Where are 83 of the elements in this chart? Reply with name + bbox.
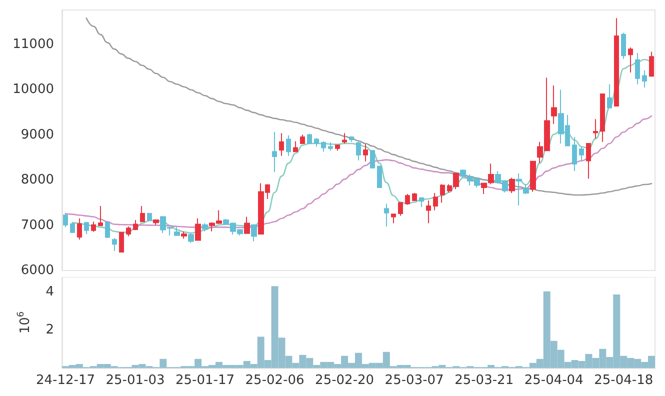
y-tick-label: 11000	[12, 36, 54, 52]
candlestick	[426, 200, 431, 224]
candlestick	[551, 85, 557, 124]
candlestick	[614, 18, 619, 107]
candlestick	[586, 143, 591, 180]
candlestick	[202, 222, 208, 232]
line-series	[64, 115, 652, 228]
y-tick-label: 4	[46, 284, 54, 300]
y-tick-label: 10000	[12, 82, 54, 98]
candlestick	[321, 140, 326, 152]
x-tick-label: 25-03-21	[454, 373, 514, 388]
candlestick	[600, 94, 605, 142]
candlestick	[649, 51, 654, 77]
candlestick	[147, 212, 152, 222]
candlestick	[140, 206, 145, 222]
candlestick	[195, 218, 201, 241]
candlestick	[516, 172, 522, 206]
candlestick	[635, 52, 640, 85]
candlestick	[391, 214, 396, 224]
candlestick	[572, 136, 577, 172]
x-tick-label: 24-12-17	[36, 373, 95, 388]
candlestick	[363, 144, 368, 162]
candlestick	[356, 140, 361, 161]
candlestick	[251, 224, 257, 242]
candlestick	[349, 136, 354, 142]
candlestick	[119, 232, 124, 252]
candlestick	[328, 142, 333, 152]
candlestick	[105, 221, 110, 238]
y-tick-label: 6000	[20, 263, 54, 278]
x-tick-label: 25-04-04	[524, 373, 584, 388]
candlestick	[133, 220, 138, 231]
candlestick	[286, 134, 291, 156]
candlestick	[84, 221, 89, 235]
candlestick	[405, 193, 410, 206]
candlestick	[419, 196, 424, 208]
x-tick-label: 25-04-18	[594, 373, 654, 388]
x-tick-label: 25-02-20	[315, 373, 374, 388]
candlestick	[272, 132, 277, 173]
candlestick	[126, 226, 131, 237]
candlestick	[377, 166, 382, 188]
candlestick	[412, 192, 417, 201]
candlestick	[384, 203, 389, 228]
candlestick	[335, 144, 340, 152]
x-tick-label: 25-02-06	[245, 373, 304, 388]
candlestick	[642, 70, 647, 88]
candlestick	[63, 213, 68, 228]
candlestick	[181, 230, 187, 240]
candlestick	[112, 237, 117, 252]
candlestick	[153, 218, 159, 226]
y-tick-label: 9000	[20, 127, 54, 142]
candlestick	[293, 140, 298, 152]
candlestick	[244, 216, 250, 234]
candlestick	[188, 232, 194, 244]
y-tick-label: 8000	[20, 172, 54, 188]
y-tick-label: 7000	[20, 218, 54, 233]
x-tick-label: 25-01-17	[176, 373, 235, 388]
candlestick	[300, 134, 305, 144]
candlestick	[433, 192, 438, 211]
candlestick	[398, 202, 403, 216]
candlestick	[509, 177, 515, 194]
x-tick-label: 25-01-03	[106, 373, 165, 388]
candlestick	[628, 46, 633, 73]
candlestick	[530, 160, 536, 192]
candlestick	[174, 226, 180, 236]
candlestick	[70, 222, 75, 234]
candlestick	[98, 206, 103, 226]
candlestick	[279, 132, 284, 156]
candlestick	[77, 218, 82, 240]
candlestick	[370, 150, 375, 168]
candlestick	[314, 137, 319, 148]
candlestick	[342, 132, 347, 144]
x-tick-label: 25-03-07	[384, 373, 444, 388]
line-series	[86, 17, 652, 196]
y-tick-label: 2	[46, 322, 54, 338]
candlestick	[523, 184, 529, 194]
candlestick	[579, 146, 584, 162]
candlestick	[307, 133, 312, 144]
candlestick	[91, 221, 96, 232]
candlestick	[593, 118, 598, 140]
candlestick	[607, 84, 612, 108]
candlestick	[440, 184, 445, 204]
y-axis-title: 106	[16, 311, 33, 334]
candlestick	[621, 32, 626, 60]
